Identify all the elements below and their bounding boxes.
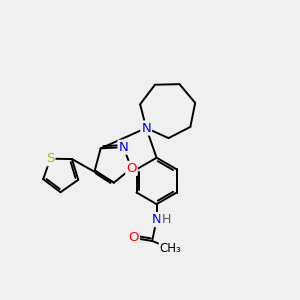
Text: N: N [141,122,151,134]
Text: CH₃: CH₃ [160,242,182,255]
Text: O: O [126,162,137,175]
Text: S: S [46,152,55,165]
Text: N: N [152,213,161,226]
Text: N: N [118,141,128,154]
Text: O: O [128,232,139,244]
Text: H: H [161,213,171,226]
